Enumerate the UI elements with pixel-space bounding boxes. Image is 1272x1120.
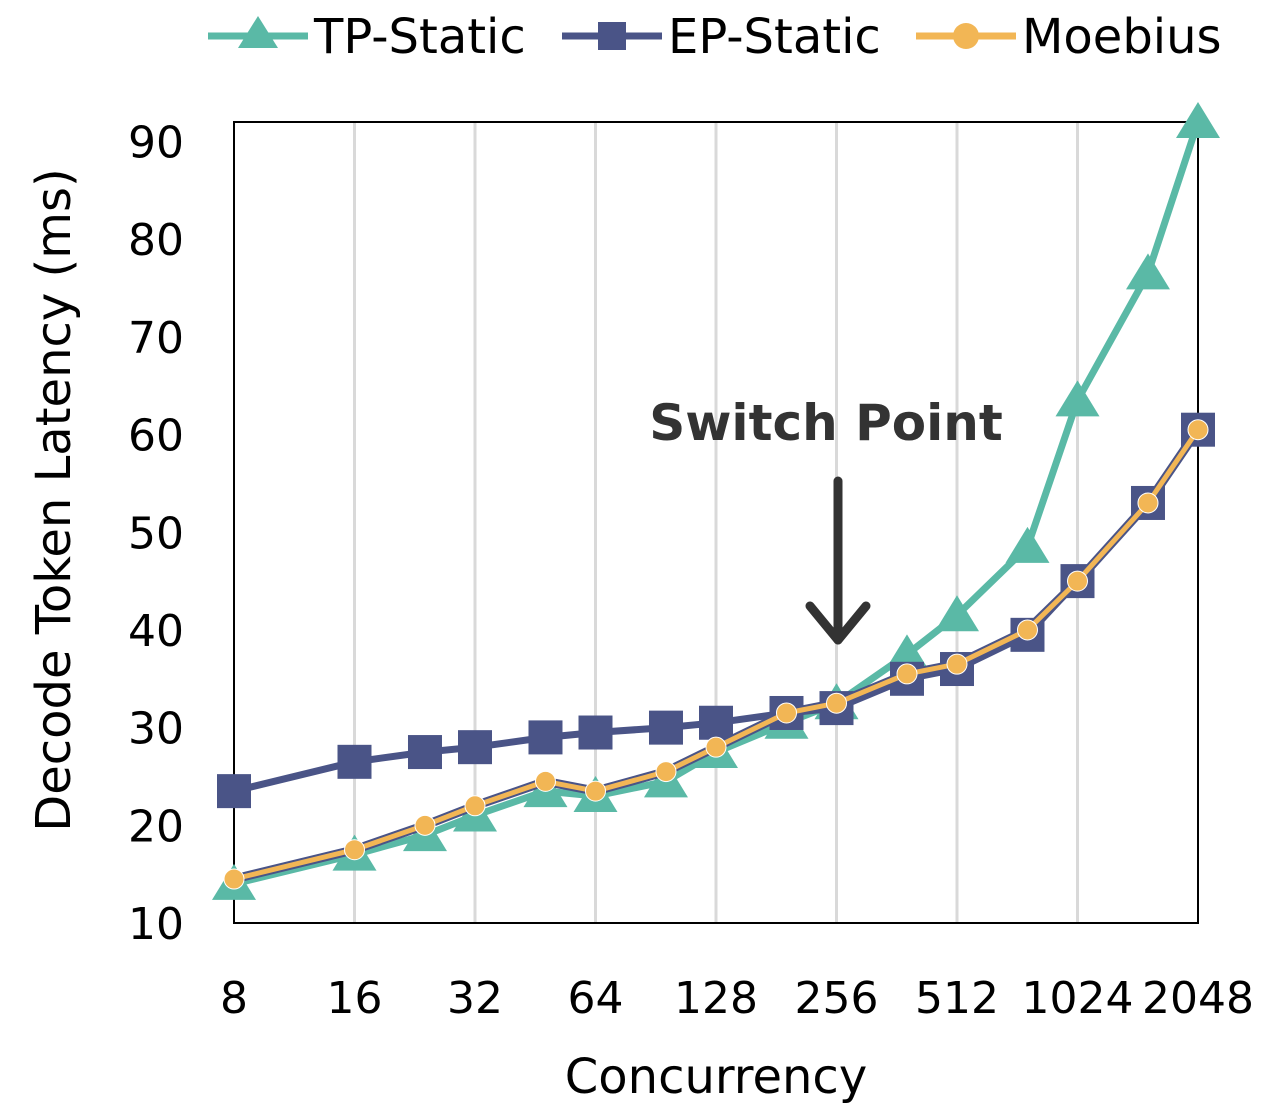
switch-point-arrow-head	[805, 601, 871, 645]
series-layer	[212, 102, 1220, 900]
point-moebius-1536	[1137, 492, 1159, 514]
x-tick-label-512: 512	[915, 973, 999, 1024]
y-tick-label-90: 90	[128, 118, 184, 169]
legend-marker-ep-static	[598, 22, 626, 50]
point-moebius-1024	[1067, 570, 1088, 592]
legend: TP-Static EP-Static Moebius	[208, 9, 1222, 65]
y-tick-label-60: 60	[128, 411, 184, 462]
point-moebius-384	[896, 663, 918, 685]
point-moebius-96	[655, 761, 677, 783]
y-axis-label: Decode Token Latency (ms)	[26, 168, 82, 832]
point-moebius-16	[344, 839, 365, 861]
point-moebius-512	[946, 653, 968, 675]
point-moebius-768	[1016, 619, 1038, 641]
y-tick-label-80: 80	[128, 215, 184, 266]
point-ep-static-128	[699, 705, 733, 740]
legend-item-moebius: Moebius	[916, 9, 1222, 65]
y-tick-label-10: 10	[128, 899, 184, 950]
point-ep-static-64	[578, 715, 613, 750]
point-moebius-24	[414, 814, 436, 836]
point-ep-static-24	[407, 735, 442, 770]
y-tick-label-40: 40	[128, 606, 184, 657]
legend-item-tp-static: TP-Static	[208, 9, 526, 65]
y-tick-label-50: 50	[128, 508, 184, 559]
x-tick-label-8: 8	[220, 973, 248, 1024]
x-tick-label-32: 32	[447, 973, 503, 1024]
legend-label-tp-static: TP-Static	[313, 9, 526, 65]
grid-layer	[353, 122, 1079, 923]
point-tp-static-1024	[1055, 380, 1100, 417]
x-tick-label-2048: 2048	[1142, 973, 1254, 1024]
legend-label-ep-static: EP-Static	[668, 9, 881, 65]
legend-label-moebius: Moebius	[1022, 9, 1222, 65]
legend-marker-tp-static	[238, 16, 278, 48]
x-tick-label-16: 16	[327, 973, 383, 1024]
point-moebius-32	[464, 795, 486, 817]
point-ep-static-96	[648, 710, 683, 745]
point-moebius-192	[775, 702, 797, 724]
point-tp-static-1536	[1125, 253, 1170, 290]
point-moebius-256	[826, 692, 847, 714]
series-line-moebius	[233, 428, 1201, 882]
y-axis-ticks: 10 20 30 40 50 60 70 80 90	[128, 118, 184, 950]
series-line-tp-static	[233, 120, 1202, 888]
plot-area-frame	[233, 121, 1199, 924]
point-moebius-2048	[1187, 419, 1209, 441]
x-tick-label-256: 256	[795, 973, 879, 1024]
point-ep-static-8	[217, 774, 251, 809]
series-moebius	[223, 419, 1209, 890]
x-tick-label-128: 128	[674, 973, 758, 1024]
x-axis-label: Concurrency	[565, 1049, 867, 1105]
point-tp-static-2048	[1176, 102, 1220, 138]
point-moebius-128	[705, 736, 727, 758]
x-axis-ticks: 8 16 32 64 128 256 512 1024 2048	[220, 973, 1254, 1024]
point-tp-static-512	[935, 595, 979, 632]
point-tp-static-384	[884, 634, 929, 671]
point-moebius-64	[585, 780, 606, 802]
y-tick-label-30: 30	[128, 704, 184, 755]
point-moebius-48	[534, 770, 556, 792]
x-tick-label-64: 64	[568, 973, 624, 1024]
point-ep-static-16	[337, 744, 372, 779]
y-tick-label-70: 70	[128, 313, 184, 364]
switch-point-label: Switch Point	[649, 394, 1003, 452]
point-tp-static-768	[1005, 526, 1050, 563]
legend-item-ep-static: EP-Static	[562, 9, 881, 65]
switch-point-annotation: Switch Point	[649, 394, 1003, 645]
point-ep-static-48	[528, 720, 563, 755]
point-ep-static-32	[458, 730, 492, 765]
legend-marker-moebius	[953, 23, 979, 49]
y-tick-label-20: 20	[128, 801, 184, 852]
x-tick-label-1024: 1024	[1022, 973, 1134, 1024]
point-moebius-8	[223, 868, 245, 890]
